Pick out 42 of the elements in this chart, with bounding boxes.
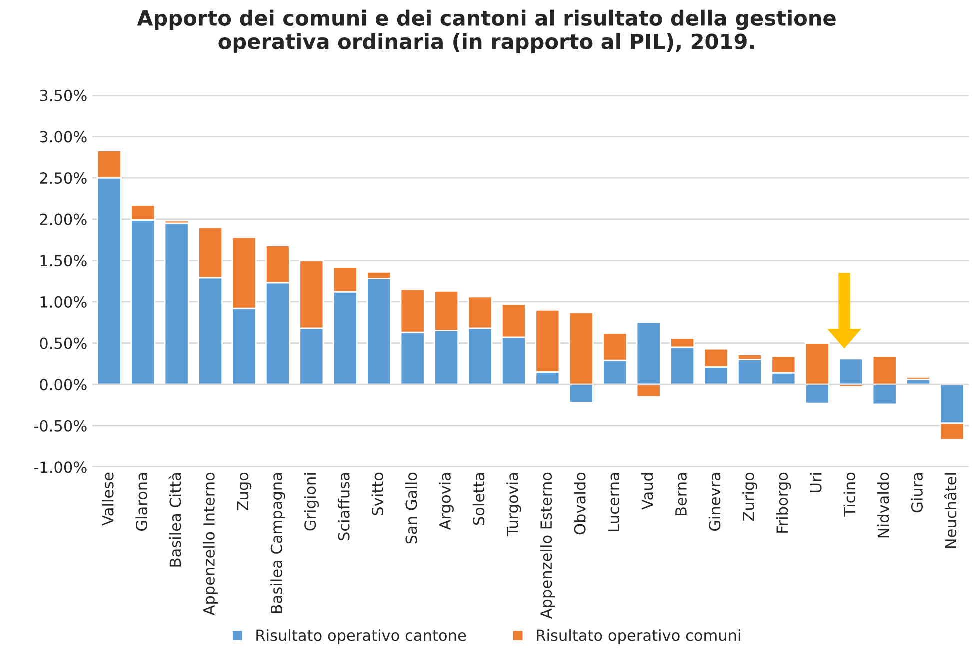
x-tick-label: Vallese — [102, 472, 114, 526]
y-tick-label: 1.00% — [40, 296, 87, 308]
legend-label: Risultato operativo cantone — [256, 629, 466, 644]
x-tick-label: Appenzello Esterno — [540, 472, 556, 620]
x-tick-label: Glarona — [136, 473, 148, 531]
x-tick-label: Berna — [676, 473, 687, 516]
x-tick-label: Lucerna — [608, 473, 620, 532]
x-tick-label: Sciaffusa — [338, 473, 350, 540]
x-tick-label: Appenzello Interno — [203, 472, 218, 616]
x-tick-label: Argovia — [439, 473, 454, 530]
x-tick-label: Obvaldo — [574, 472, 586, 535]
x-tick-label: Giura — [911, 473, 923, 513]
x-tick-label: Grigioni — [304, 473, 320, 531]
x-tick-label: Friborgo — [776, 472, 792, 533]
chart-title: Apporto dei comuni e dei cantoni al risultato della gestione operativa ordinaria (in rapporto al PIL), 2019. — [137, 10, 836, 54]
y-tick-label: 0.00% — [40, 379, 87, 391]
x-tick-label: Uri — [810, 473, 822, 492]
x-tick-label: Turgovia — [506, 473, 522, 536]
y-tick-label: -0.50% — [34, 420, 87, 432]
y-tick-label: 2.00% — [40, 214, 87, 226]
y-tick-label: 3.50% — [40, 90, 87, 102]
legend-label: Risultato operativo comuni — [537, 629, 740, 644]
x-tick-label: Ticino — [844, 472, 856, 517]
y-tick-label: 2.50% — [40, 172, 87, 184]
x-tick-label: Svitto — [372, 472, 384, 516]
y-tick-label: 1.50% — [40, 255, 87, 267]
x-tick-label: Soletta — [472, 473, 485, 526]
x-tick-label: Vaud — [641, 473, 654, 510]
x-tick-label: Basilea Campagna — [270, 473, 286, 614]
y-tick-label: 0.50% — [40, 338, 87, 350]
x-tick-label: San Gallo — [405, 472, 418, 544]
x-tick-label: Nidvaldo — [877, 472, 890, 538]
bar — [906, 376, 932, 380]
y-tick-label: 3.00% — [40, 131, 87, 143]
x-tick-label: Zurigo — [742, 472, 758, 522]
x-tick-label: Zugo — [237, 472, 252, 511]
x-tick-label: Basilea Città — [168, 473, 182, 567]
bar — [164, 222, 190, 386]
x-tick-label: Ginevra — [708, 473, 721, 532]
x-tick-label: Neuchâtel — [944, 473, 957, 548]
y-tick-label: -1.00% — [34, 462, 87, 474]
bar — [838, 358, 864, 386]
